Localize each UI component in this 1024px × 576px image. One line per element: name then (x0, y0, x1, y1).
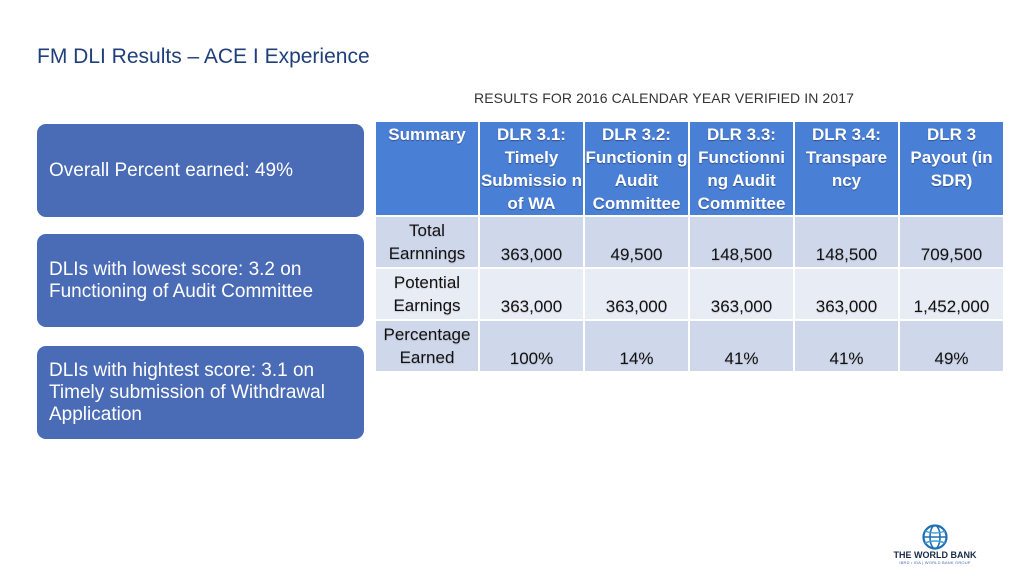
table-row: Percentage Earned 100% 14% 41% 41% 49% (376, 321, 1003, 371)
table-cell: 709,500 (900, 217, 1003, 267)
table-cell: 363,000 (480, 269, 583, 319)
header-dlr-3-3: DLR 3.3: Functionni ng Audit Committee (690, 122, 793, 215)
header-dlr-3-1: DLR 3.1: Timely Submissio n of WA (480, 122, 583, 215)
globe-icon (922, 524, 948, 550)
table-cell: 148,500 (795, 217, 898, 267)
table-row: Total Earnnings 363,000 49,500 148,500 1… (376, 217, 1003, 267)
callout-text: DLIs with hightest score: 3.1 on Timely … (49, 359, 325, 425)
results-table: Summary DLR 3.1: Timely Submissio n of W… (374, 120, 1005, 373)
header-dlr-3-4: DLR 3.4: Transpare ncy (795, 122, 898, 215)
results-subtitle: RESULTS FOR 2016 CALENDAR YEAR VERIFIED … (474, 90, 854, 106)
table-cell: 1,452,000 (900, 269, 1003, 319)
table-cell: 363,000 (480, 217, 583, 267)
table-cell: 148,500 (690, 217, 793, 267)
page-title: FM DLI Results – ACE I Experience (37, 45, 370, 68)
table-cell: 363,000 (795, 269, 898, 319)
header-dlr-3-2: DLR 3.2: Functionin g Audit Committee (585, 122, 688, 215)
logo-tagline: IBRD • IDA | WORLD BANK GROUP (899, 560, 971, 565)
table-row: Potential Earnings 363,000 363,000 363,0… (376, 269, 1003, 319)
table-cell: 100% (480, 321, 583, 371)
row-label: Percentage Earned (376, 321, 478, 371)
world-bank-logo: THE WORLD BANK IBRD • IDA | WORLD BANK G… (890, 524, 980, 570)
callout-highest-score: DLIs with hightest score: 3.1 on Timely … (37, 346, 364, 439)
header-dlr-3-payout: DLR 3 Payout (in SDR) (900, 122, 1003, 215)
logo-name: THE WORLD BANK (893, 550, 977, 560)
callout-text: Overall Percent earned: 49% (49, 159, 293, 181)
row-label: Total Earnnings (376, 217, 478, 267)
table-cell: 41% (690, 321, 793, 371)
table-cell: 49,500 (585, 217, 688, 267)
header-summary: Summary (376, 122, 478, 215)
table-cell: 363,000 (585, 269, 688, 319)
callout-overall-percent: Overall Percent earned: 49% (37, 124, 364, 217)
callout-lowest-score: DLIs with lowest score: 3.2 on Functioni… (37, 234, 364, 327)
table-cell: 41% (795, 321, 898, 371)
table-header-row: Summary DLR 3.1: Timely Submissio n of W… (376, 122, 1003, 215)
row-label: Potential Earnings (376, 269, 478, 319)
callout-text: DLIs with lowest score: 3.2 on Functioni… (49, 258, 314, 302)
table-cell: 363,000 (690, 269, 793, 319)
table-cell: 14% (585, 321, 688, 371)
table-cell: 49% (900, 321, 1003, 371)
